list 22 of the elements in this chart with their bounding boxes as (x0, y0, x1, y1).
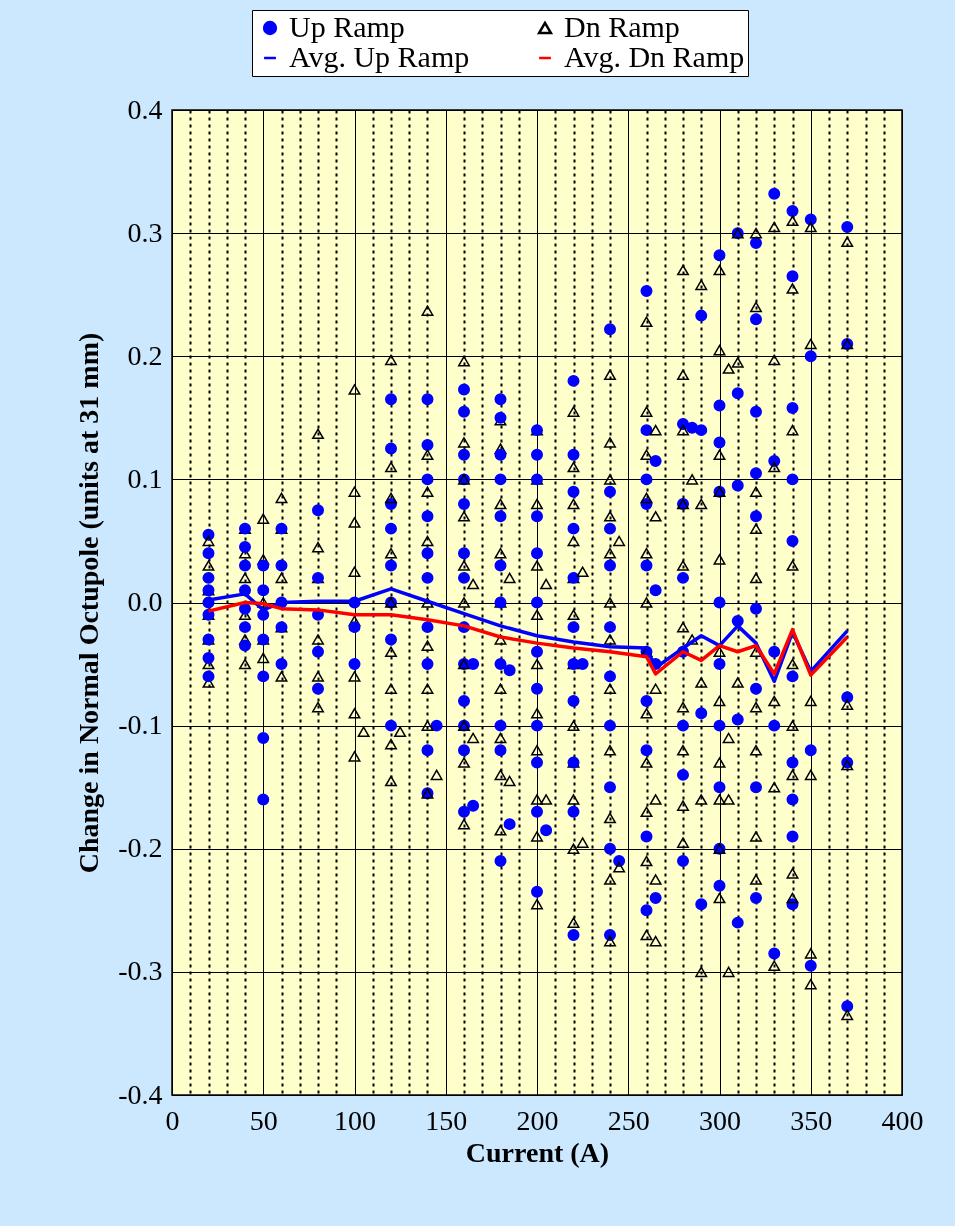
y-tick-label: -0.2 (118, 832, 163, 864)
y-tick-label: -0.1 (118, 709, 163, 741)
y-tick-label: -0.3 (118, 955, 163, 987)
legend-label: Dn Ramp (564, 10, 680, 43)
y-tick-label: 0.0 (127, 586, 163, 617)
x-tick-label: 50 (249, 1104, 278, 1136)
y-tick-label: -0.4 (118, 1078, 163, 1110)
x-axis-title: Current (A) (465, 1136, 610, 1168)
x-tick-label: 300 (699, 1104, 741, 1136)
x-tick-label: 200 (516, 1104, 559, 1136)
y-tick-label: 0.2 (127, 339, 163, 371)
x-tick-label: 250 (607, 1104, 650, 1136)
y-axis-title: Change in Normal Octupole (units at 31 mm) (73, 332, 105, 874)
y-tick-label: 0.4 (127, 93, 163, 125)
x-tick-label: 150 (425, 1104, 468, 1136)
x-tick-label: 350 (790, 1104, 833, 1136)
x-tick-label: 400 (881, 1104, 924, 1136)
y-tick-label: 0.3 (127, 216, 163, 248)
legend-label: Up Ramp (289, 10, 405, 43)
y-tick-label: 0.1 (127, 462, 163, 494)
x-tick-label: 0 (165, 1104, 180, 1136)
x-tick-label: 100 (334, 1104, 376, 1136)
